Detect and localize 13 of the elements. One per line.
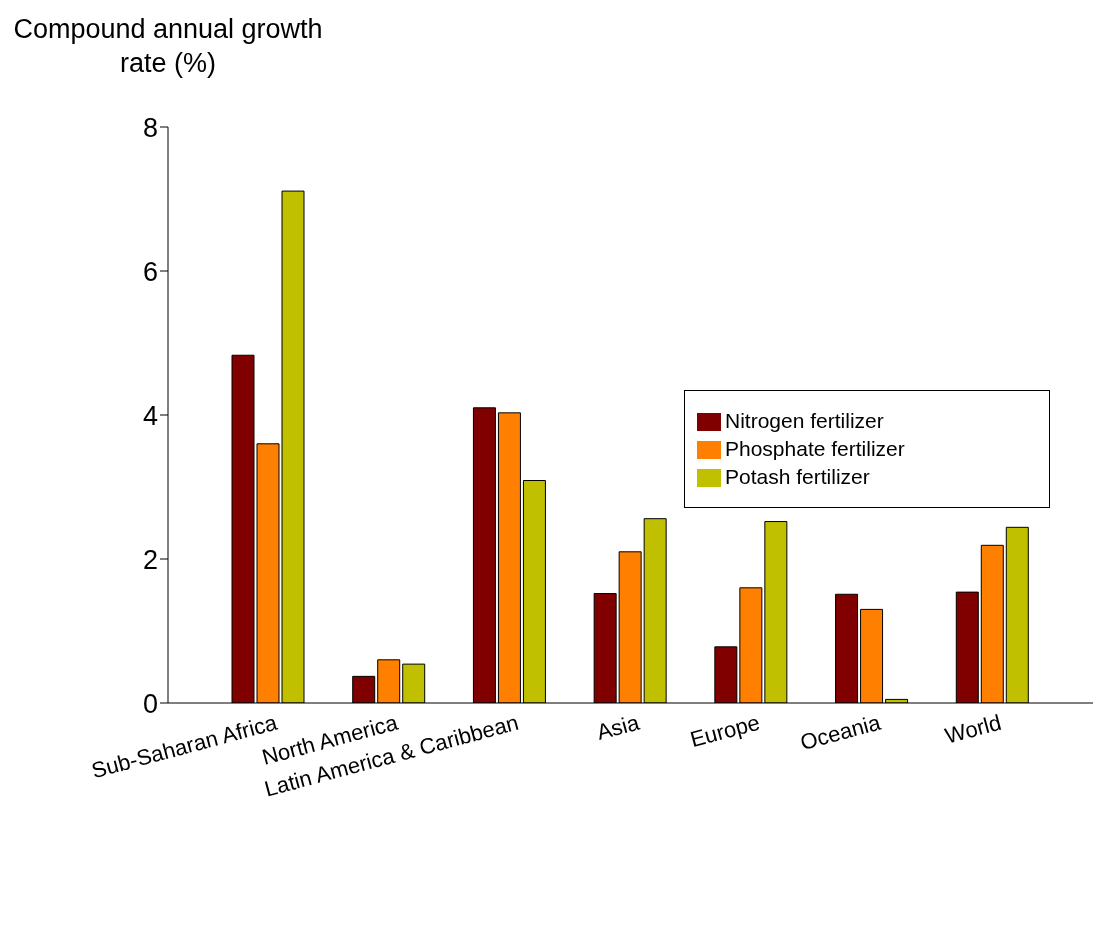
y-tick-label: 6 <box>142 256 158 287</box>
x-tick-label: Oceania <box>797 709 884 756</box>
x-tick-label: World <box>942 709 1004 749</box>
y-axis-title: Compound annual growth rate (%) <box>12 13 324 80</box>
legend-label: Nitrogen fertilizer <box>725 409 884 432</box>
y-tick-label: 8 <box>142 112 158 143</box>
y-tick-label: 0 <box>142 688 158 719</box>
legend-label: Phosphate fertilizer <box>725 437 905 460</box>
legend-label: Potash fertilizer <box>725 465 870 488</box>
x-tick-label: Asia <box>593 709 643 745</box>
x-tick-label: Europe <box>687 709 763 753</box>
y-tick-label: 4 <box>142 400 158 431</box>
y-tick-label: 2 <box>142 544 158 575</box>
